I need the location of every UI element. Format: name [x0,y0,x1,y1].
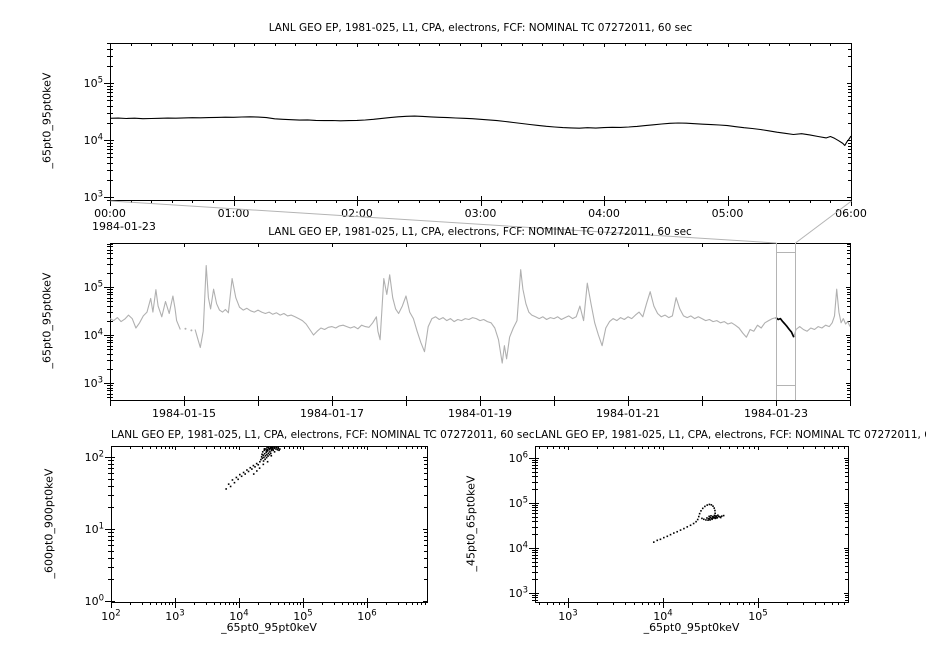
bottom-left-x-axis-label: _65pt0_95pt0keV [221,621,317,634]
svg-text:103: 103 [84,189,103,204]
svg-text:1984-01-23: 1984-01-23 [744,407,808,420]
svg-text:106: 106 [509,451,528,466]
svg-text:02:00: 02:00 [341,207,373,220]
svg-text:104: 104 [509,541,528,556]
context-timeseries-data [110,265,850,364]
svg-text:102: 102 [85,450,104,465]
panel-context-timeseries: 103 104 105 1984-01-15 1984-01-17 1984-01-19 1… [84,243,851,420]
scatter-600-900-vs-65-95-plot-area[interactable] [111,446,428,603]
middle-panel-y-axis-label: _65pt0_95pt0keV [40,272,54,369]
svg-text:06:00: 06:00 [835,207,867,220]
zoomed-timeseries-data [110,115,851,147]
svg-text:104: 104 [84,328,103,343]
bottom-left-y-axis-label: _600pt0_900pt0keV [42,468,56,579]
highlighted-segment [775,316,795,338]
bottom-left-panel-title: LANL GEO EP, 1981-025, L1, CPA, electron… [111,429,535,441]
svg-text:105: 105 [84,280,103,295]
bottom-right-panel-title: LANL GEO EP, 1981-025, L1, CPA, electron… [535,429,926,441]
zoom-connector-lines [110,200,852,244]
svg-text:1984-01-15: 1984-01-15 [152,407,216,420]
scatter-600-900-vs-65-95-data [225,446,281,490]
svg-text:04:00: 04:00 [588,207,620,220]
bottom-right-x-axis-label: _65pt0_95pt0keV [643,621,740,634]
svg-text:03:00: 03:00 [465,207,497,220]
svg-text:05:00: 05:00 [712,207,744,220]
svg-text:00:00: 00:00 [94,207,126,220]
svg-text:101: 101 [85,522,104,537]
svg-text:1984-01-17: 1984-01-17 [300,407,364,420]
scatter-45-65-vs-65-95-data [652,503,725,543]
svg-text:1984-01-19: 1984-01-19 [448,407,512,420]
svg-text:100: 100 [85,593,104,608]
svg-text:01:00: 01:00 [218,207,250,220]
selection-box[interactable] [776,243,796,400]
svg-text:1984-01-21: 1984-01-21 [596,407,660,420]
svg-text:103: 103 [84,376,103,391]
svg-text:104: 104 [84,132,103,147]
context-timeseries-plot-area[interactable] [110,243,851,401]
top-panel-date-label: 1984-01-23 [92,220,156,233]
svg-text:103: 103 [509,586,528,601]
scatter-45-65-vs-65-95-plot-area[interactable] [535,446,849,603]
bottom-right-y-axis-label: _45pt0_65pt0keV [464,475,478,572]
svg-text:105: 105 [84,76,103,91]
middle-panel-title: LANL GEO EP, 1981-025, L1, CPA, electron… [268,226,692,238]
zoomed-timeseries-plot-area[interactable] [110,43,852,201]
svg-text:105: 105 [509,496,528,511]
top-panel-title: LANL GEO EP, 1981-025, L1, CPA, electron… [268,22,693,34]
panel-zoomed-timeseries: 103 104 105 00:00 01:00 02:00 03:00 04:00 05:00 0… [84,43,867,220]
top-panel-y-axis-label: _65pt0_95pt0keV [40,72,54,169]
